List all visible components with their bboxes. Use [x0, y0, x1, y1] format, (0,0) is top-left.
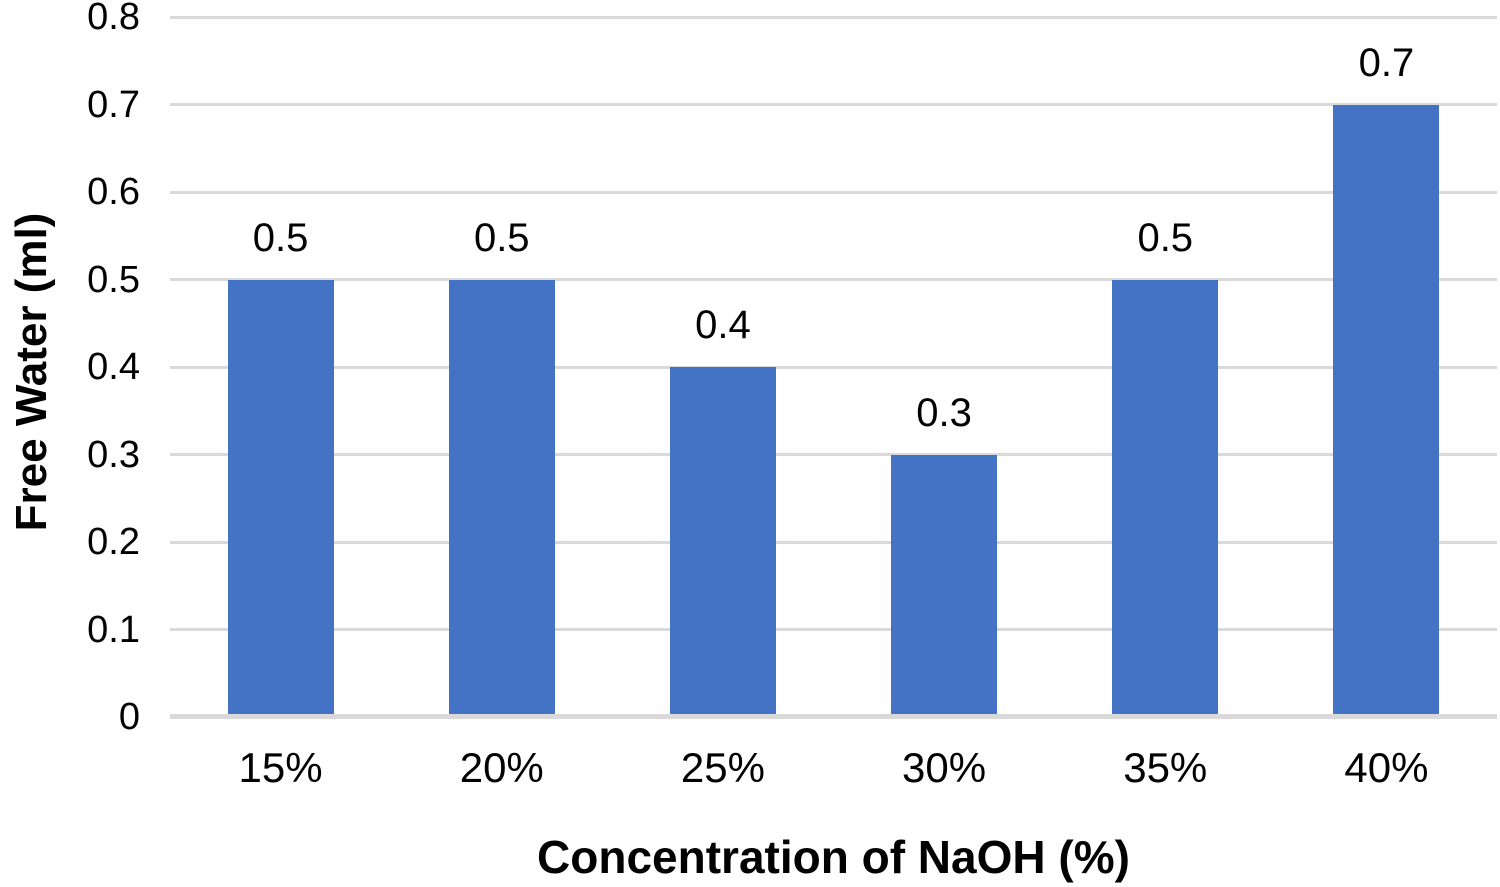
gridline	[170, 278, 1497, 281]
gridline	[170, 628, 1497, 631]
bar-40%	[1333, 104, 1440, 717]
bar-value-label: 0.7	[1358, 40, 1415, 85]
x-tick-label: 25%	[680, 744, 765, 791]
x-axis-title: Concentration of NaOH (%)	[537, 831, 1130, 883]
bar-30%	[891, 454, 998, 717]
y-tick-label: 0.1	[87, 608, 140, 651]
bar-value-label: 0.5	[252, 215, 309, 260]
bar-value-label: 0.3	[916, 390, 972, 435]
plot-area: 0.5 0.5 0.4 0.3 0.5 0.7	[170, 15, 1497, 719]
bar-25%	[669, 367, 776, 717]
gridline	[170, 365, 1497, 369]
x-axis-line	[170, 714, 1497, 719]
y-tick-label: 0.4	[87, 346, 140, 388]
gridline	[170, 103, 1497, 106]
x-tick-label: 35%	[1123, 744, 1208, 791]
gridline	[170, 15, 1497, 19]
bar-35%	[1112, 279, 1219, 717]
x-tick-label: 40%	[1344, 744, 1429, 791]
bar-20%	[448, 279, 555, 717]
y-axis-ticks: 0 0.1 0.2 0.3 0.4 0.5 0.6 0.7 0.8	[0, 0, 148, 736]
x-tick-label: 20%	[459, 744, 544, 791]
y-tick-label: 0	[118, 696, 140, 738]
x-tick-label: 15%	[238, 744, 323, 791]
y-tick-label: 0.6	[87, 171, 140, 213]
bar-value-label: 0.5	[1137, 215, 1194, 260]
bar-value-label: 0.4	[695, 303, 751, 347]
y-tick-label: 0.2	[87, 521, 140, 563]
y-tick-label: 0.3	[87, 433, 140, 476]
bar-15%	[227, 279, 334, 717]
y-tick-label: 0.5	[87, 258, 140, 301]
gridline	[170, 190, 1497, 194]
y-tick-label: 0.7	[87, 83, 140, 126]
y-tick-label: 0.8	[87, 0, 140, 38]
gridline	[170, 453, 1497, 456]
x-axis-ticks: 15% 20% 25% 30% 35% 40%	[170, 747, 1497, 795]
gridline	[170, 540, 1497, 544]
bar-value-label: 0.5	[473, 215, 530, 260]
x-tick-label: 30%	[902, 744, 987, 791]
